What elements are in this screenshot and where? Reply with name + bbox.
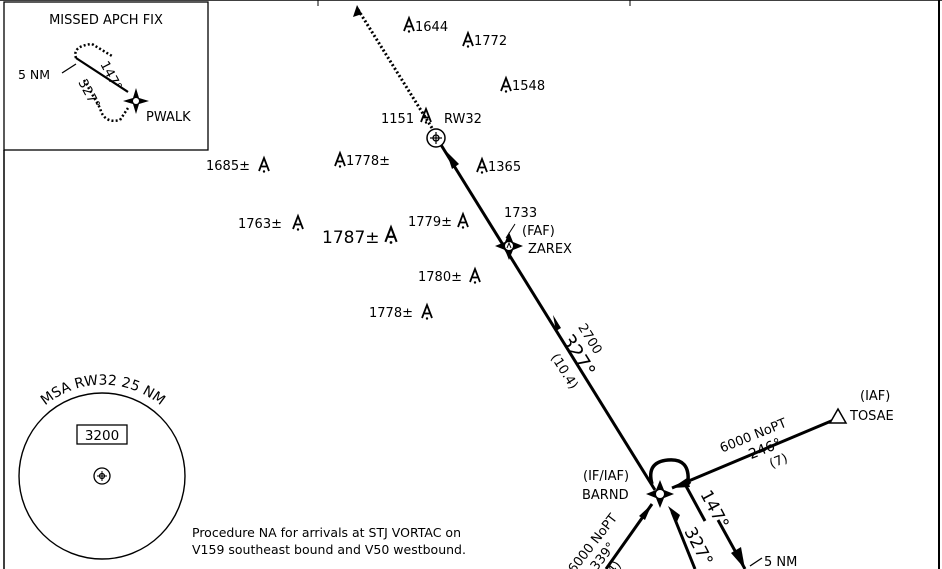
barnd-hold: 147° 327° 5 NM [649, 458, 797, 569]
inset-title: MISSED APCH FIX [49, 13, 163, 28]
procedure-notes: Procedure NA for arrivals at STJ VORTAC … [192, 524, 552, 558]
tosae-feeder: (IAF) TOSAE 6000 NoPT 246° (7) [671, 389, 894, 490]
runway-label: RW32 [444, 112, 482, 127]
obstacle-elev: 1779± [408, 215, 452, 230]
final-segment-labels: 2700 327° (10.4) [547, 321, 605, 392]
lower-feeder-distance: 4) [605, 558, 625, 569]
obstacle-elev: 1644 [415, 20, 448, 35]
obstacle-elev: 1548 [512, 79, 545, 94]
final-approach-course [436, 139, 657, 491]
obstacle-elev: 1365 [488, 160, 521, 175]
iaf-name: TOSAE [849, 409, 894, 424]
note-line-1: Procedure NA for arrivals at STJ VORTAC … [192, 525, 462, 540]
faf-role: (FAF) [522, 224, 555, 239]
barnd-fix-symbol [646, 480, 674, 508]
note-line-2: V159 southeast bound and V50 westbound. [192, 542, 466, 557]
pwalk-fix-symbol [123, 88, 149, 114]
inset-leg-length: 5 NM [18, 67, 50, 82]
missed-approach-path [355, 7, 434, 129]
zarex-fix-symbol [495, 232, 523, 260]
missed-approach-inset: MISSED APCH FIX 5 NM 147° 327° PWALK [3, 1, 209, 151]
if-iaf-name: BARND [582, 488, 629, 503]
obstacle-elev: 1763± [238, 217, 282, 232]
inset-fix-name: PWALK [146, 110, 191, 125]
obstacle-elev: 1685± [206, 159, 250, 174]
obstacle-elev: 1772 [474, 34, 507, 49]
inset-inbound-leg [75, 57, 129, 93]
hold-leg-length: 5 NM [764, 555, 797, 569]
tosae-distance: (7) [767, 451, 790, 472]
runway-symbol [426, 128, 446, 148]
obstacle-elev-highest: 1787± [322, 228, 380, 248]
faf-elevation: 1733 [504, 206, 537, 221]
obstacle-elev: 1778± [369, 306, 413, 321]
iaf-role: (IAF) [860, 389, 890, 404]
msa-circle: MSA RW32 25 NM 3200 [18, 373, 186, 560]
faf-name: ZAREX [528, 242, 572, 257]
msa-altitude: 3200 [85, 428, 119, 444]
obstacle-elev: 1780± [418, 270, 462, 285]
tosae-fix-symbol [828, 407, 848, 424]
obstacle-elev: 1778± [346, 154, 390, 169]
hold-outbound-course: 147° [696, 487, 733, 533]
msa-center-symbol [93, 467, 111, 485]
lower-feeder: 6000 NoPT 339° 4) [566, 503, 654, 569]
if-iaf-role: (IF/IAF) [583, 469, 629, 484]
obstacles: 1644 1772 1548 1365 1778± 1685± 1763± 17… [206, 17, 545, 321]
runway-elevation: 1151 [381, 112, 414, 127]
